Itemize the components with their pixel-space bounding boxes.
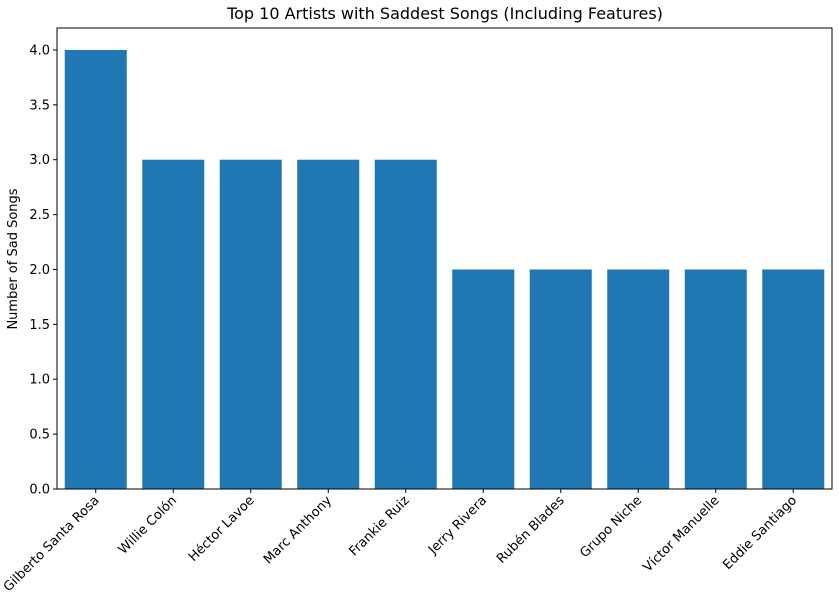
y-ticks-group: 0.0 0.5 1.0 1.5 2.0 2.5 3.0 3.5 4.0 <box>29 43 57 498</box>
x-tick-label: Rubén Blades <box>494 493 568 567</box>
bar <box>607 269 670 489</box>
y-axis-label: Number of Sad Songs <box>6 188 21 329</box>
bar <box>219 159 282 489</box>
chart-title: Top 10 Artists with Saddest Songs (Inclu… <box>226 4 663 23</box>
bar <box>374 159 437 489</box>
bar <box>684 269 747 489</box>
y-tick-label: 1.5 <box>29 318 50 333</box>
y-tick-label: 2.5 <box>29 208 50 223</box>
x-tick-label: Héctor Lavoe <box>186 493 258 565</box>
x-tick-label: Frankie Ruiz <box>346 493 412 559</box>
bar <box>64 49 127 489</box>
bar <box>452 269 515 489</box>
bar <box>142 159 205 489</box>
bar <box>762 269 825 489</box>
y-tick-label: 3.0 <box>29 153 50 168</box>
x-tick-label: Jerry Rivera <box>425 493 490 558</box>
x-tick-label: Gilberto Santa Rosa <box>1 493 103 594</box>
y-tick-label: 3.5 <box>29 98 50 113</box>
bars-group <box>64 49 825 489</box>
y-tick-label: 4.0 <box>29 43 50 58</box>
y-tick-label: 1.0 <box>29 373 50 388</box>
bar <box>297 159 360 489</box>
x-ticks-group: Gilberto Santa Rosa Willie Colón Héctor La… <box>1 489 800 594</box>
x-tick-label: Eddie Santiago <box>720 493 800 573</box>
x-tick-label: Víctor Manuelle <box>641 493 723 575</box>
y-tick-label: 2.0 <box>29 263 50 278</box>
y-tick-label: 0.0 <box>29 483 50 498</box>
x-tick-label: Willie Colón <box>116 493 180 557</box>
x-tick-label: Grupo Niche <box>577 493 645 561</box>
y-tick-label: 0.5 <box>29 428 50 443</box>
x-tick-label: Marc Anthony <box>261 493 335 567</box>
bar <box>529 269 592 489</box>
plot-frame <box>56 27 833 490</box>
